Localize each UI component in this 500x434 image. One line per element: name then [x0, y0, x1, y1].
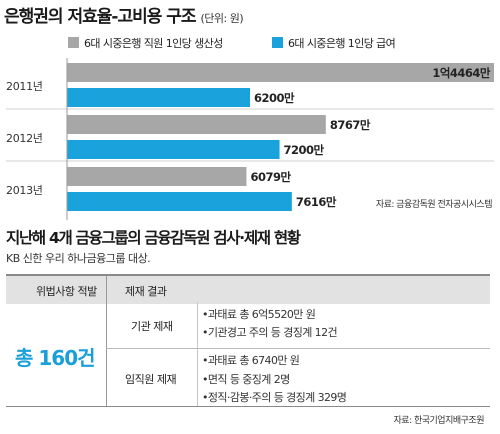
- list-item: •기관경고 주의 등 경징계 12건: [202, 326, 338, 339]
- value-label: 8767만: [330, 118, 371, 132]
- chart-source: 자료: 금융감독원 전자공시시스템: [375, 200, 493, 210]
- bar-salary-3: [67, 192, 292, 211]
- category-institution: 기관 제재: [131, 320, 173, 333]
- year-label: 2013년: [6, 184, 43, 197]
- bar-chart: 2011년 1억4464만 6200만 2012년 8767만 7200만 2013년 607…: [6, 58, 494, 220]
- year-label: 2011년: [6, 80, 43, 93]
- bar-salary-2: [67, 140, 280, 159]
- table-source: 자료: 한국기업지배구조원: [393, 416, 485, 426]
- column-divider: [106, 276, 107, 406]
- value-label: 1억4464만: [432, 66, 491, 80]
- total-count: 총 160건: [15, 346, 96, 370]
- value-label: 6079만: [250, 170, 291, 184]
- legend-swatch-productivity: [68, 37, 79, 48]
- bar-productivity-1: [67, 63, 494, 82]
- value-label: 7616만: [296, 195, 337, 209]
- table-bottom-border: [6, 406, 490, 407]
- table-header: [6, 274, 490, 304]
- bar-productivity-2: [67, 115, 326, 134]
- chart-title: 은행권의 저효율-고비용 구조 (단위: 원): [4, 7, 244, 27]
- list-item: •과태료 총 6억5520만 원: [202, 308, 316, 321]
- legend-label-salary: 6대 시중은행 1인당 급여: [288, 37, 396, 50]
- chart-unit: (단위: 원): [200, 12, 244, 25]
- category-staff: 임직원 제재: [125, 373, 177, 386]
- legend-swatch-salary: [272, 37, 283, 48]
- bar-productivity-3: [67, 167, 247, 186]
- list-item: •과태료 총 6740만 원: [202, 354, 300, 367]
- list-item: •정직·감봉·주의 등 경징계 329명: [202, 391, 347, 404]
- category-divider: [197, 302, 198, 406]
- table-subtitle: KB 신한 우리 하나금융그룹 대상.: [6, 252, 151, 265]
- row-divider: [106, 348, 490, 349]
- header-sanction-result: 제재 결과: [125, 285, 167, 298]
- table-title: 지난해 4개 금융그룹의 금융감독원 검사·제재 현황: [6, 229, 301, 247]
- bar-salary-1: [67, 88, 251, 107]
- list-item: •면직 등 중징계 2명: [202, 373, 290, 386]
- value-label: 6200만: [254, 91, 295, 105]
- header-violation: 위법사항 적발: [36, 285, 97, 298]
- value-label: 7200만: [284, 143, 325, 157]
- legend-label-productivity: 6대 시중은행 직원 1인당 생산성: [84, 37, 223, 50]
- year-label: 2012년: [6, 132, 43, 145]
